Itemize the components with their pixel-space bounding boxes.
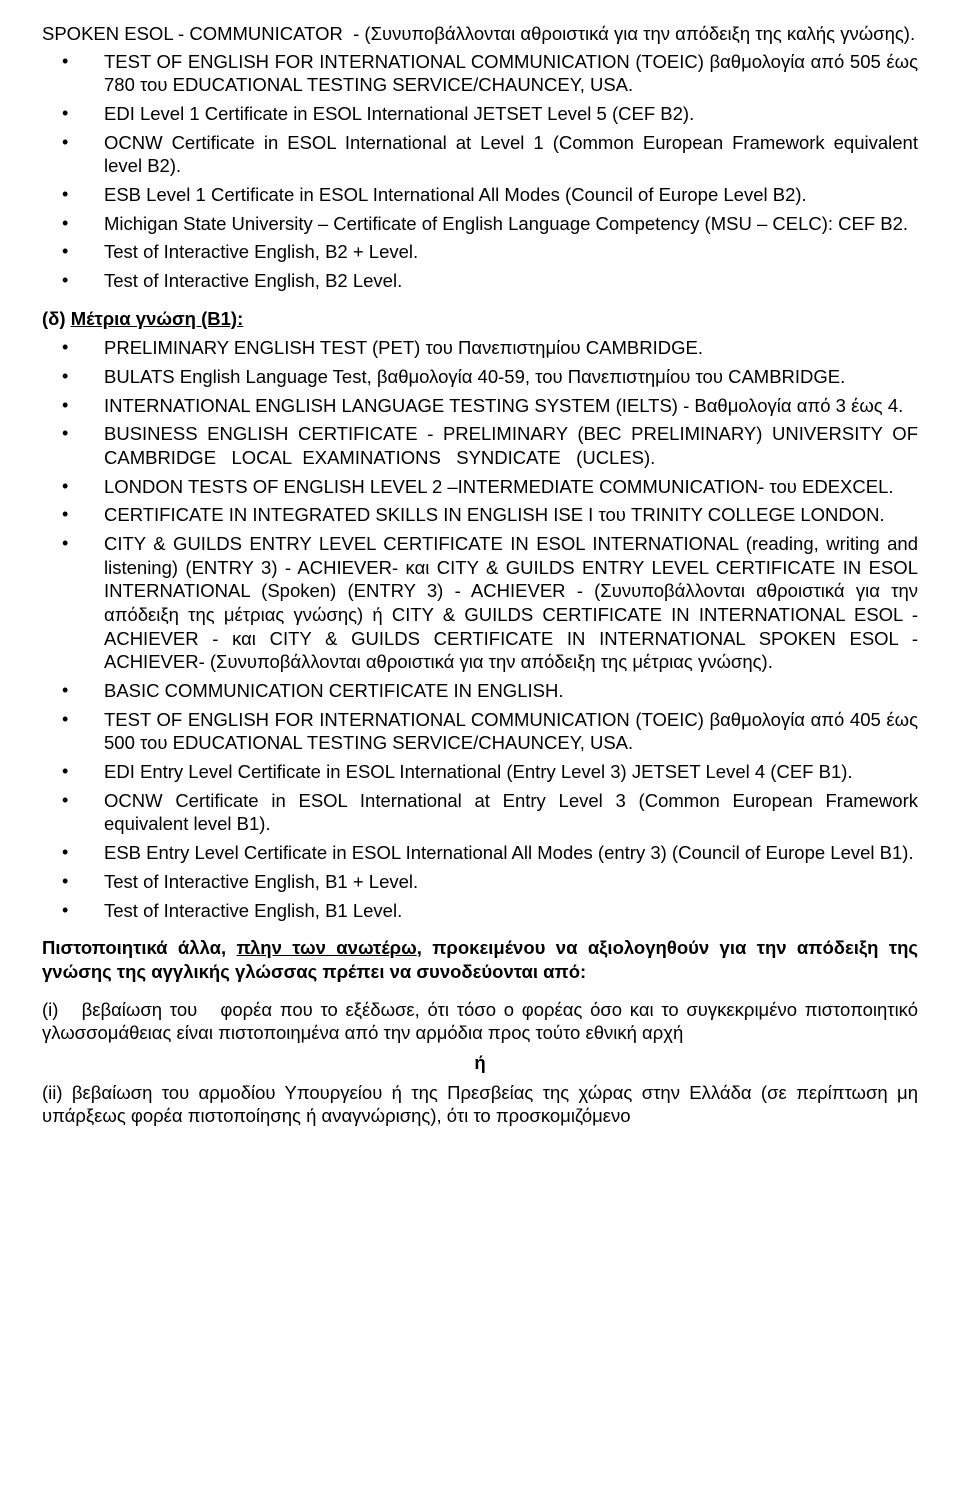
list-item: INTERNATIONAL ENGLISH LANGUAGE TESTING S… <box>42 394 918 418</box>
list-item: LONDON TESTS OF ENGLISH LEVEL 2 –INTERME… <box>42 475 918 499</box>
list-b1: PRELIMINARY ENGLISH TEST (PET) του Πανεπ… <box>42 336 918 922</box>
list-item: Test of Interactive English, B2 Level. <box>42 269 918 293</box>
list-item: Michigan State University – Certificate … <box>42 212 918 236</box>
list-item: TEST OF ENGLISH FOR INTERNATIONAL COMMUN… <box>42 708 918 755</box>
list-item: Test of Interactive English, B2 + Level. <box>42 240 918 264</box>
list-item: ESB Entry Level Certificate in ESOL Inte… <box>42 841 918 865</box>
list-item: OCNW Certificate in ESOL International a… <box>42 131 918 178</box>
para2-b: πλην των ανωτέρω <box>237 937 417 958</box>
para-i: (i) βεβαίωση του φορέα που το εξέδωσε, ό… <box>42 998 918 1045</box>
para2-a: Πιστοποιητικά άλλα, <box>42 937 237 958</box>
list-item: TEST OF ENGLISH FOR INTERNATIONAL COMMUN… <box>42 50 918 97</box>
list-item: OCNW Certificate in ESOL International a… <box>42 789 918 836</box>
list-item: Test of Interactive English, B1 Level. <box>42 899 918 923</box>
fragment-top: SPOKEN ESOL - COMMUNICATOR - (Συνυποβάλλ… <box>42 22 918 46</box>
list-b2: TEST OF ENGLISH FOR INTERNATIONAL COMMUN… <box>42 50 918 293</box>
list-item: ESB Level 1 Certificate in ESOL Internat… <box>42 183 918 207</box>
list-item: BASIC COMMUNICATION CERTIFICATE IN ENGLI… <box>42 679 918 703</box>
or-separator: ή <box>42 1051 918 1075</box>
list-item: EDI Entry Level Certificate in ESOL Inte… <box>42 760 918 784</box>
list-item: BULATS English Language Test, βαθμολογία… <box>42 365 918 389</box>
para-ii: (ii) βεβαίωση του αρμοδίου Υπουργείου ή … <box>42 1081 918 1128</box>
list-item: Test of Interactive English, B1 + Level. <box>42 870 918 894</box>
list-item: CERTIFICATE IN INTEGRATED SKILLS IN ENGL… <box>42 503 918 527</box>
section-d-prefix: (δ) <box>42 308 71 329</box>
list-item: PRELIMINARY ENGLISH TEST (PET) του Πανεπ… <box>42 336 918 360</box>
para-other-certs: Πιστοποιητικά άλλα, πλην των ανωτέρω, πρ… <box>42 936 918 983</box>
list-item: BUSINESS ENGLISH CERTIFICATE - PRELIMINA… <box>42 422 918 469</box>
list-item: CITY & GUILDS ENTRY LEVEL CERTIFICATE IN… <box>42 532 918 674</box>
list-item: EDI Level 1 Certificate in ESOL Internat… <box>42 102 918 126</box>
section-d-underline: Μέτρια γνώση (Β1): <box>71 308 244 329</box>
section-d-title: (δ) Μέτρια γνώση (Β1): <box>42 307 918 331</box>
